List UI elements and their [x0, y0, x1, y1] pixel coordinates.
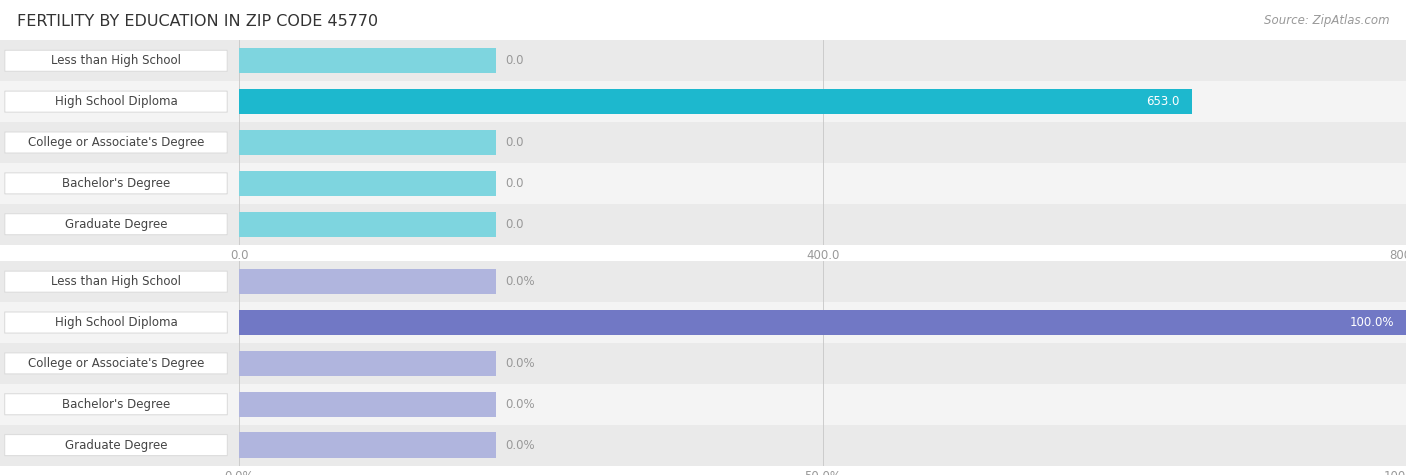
FancyBboxPatch shape	[4, 435, 228, 456]
Text: 0.0%: 0.0%	[505, 357, 534, 370]
Text: Less than High School: Less than High School	[51, 275, 181, 288]
FancyBboxPatch shape	[4, 173, 228, 194]
Bar	[0, 384, 1406, 425]
Text: High School Diploma: High School Diploma	[55, 316, 177, 329]
Text: High School Diploma: High School Diploma	[55, 95, 177, 108]
Bar	[0, 425, 1406, 466]
Text: Bachelor's Degree: Bachelor's Degree	[62, 398, 170, 411]
Text: Graduate Degree: Graduate Degree	[65, 438, 167, 452]
Bar	[239, 432, 496, 458]
Bar	[0, 81, 1406, 122]
Text: 0.0%: 0.0%	[505, 438, 534, 452]
Bar	[239, 351, 496, 376]
Text: 0.0: 0.0	[505, 136, 523, 149]
Text: Graduate Degree: Graduate Degree	[65, 218, 167, 231]
Text: Less than High School: Less than High School	[51, 54, 181, 67]
Text: Source: ZipAtlas.com: Source: ZipAtlas.com	[1264, 14, 1389, 27]
Bar	[239, 269, 496, 294]
Text: Bachelor's Degree: Bachelor's Degree	[62, 177, 170, 190]
Text: College or Associate's Degree: College or Associate's Degree	[28, 357, 204, 370]
Bar	[239, 171, 496, 196]
FancyBboxPatch shape	[4, 132, 228, 153]
Text: 0.0: 0.0	[505, 218, 523, 231]
Bar	[0, 343, 1406, 384]
FancyBboxPatch shape	[4, 91, 228, 112]
FancyBboxPatch shape	[4, 394, 228, 415]
Text: 0.0%: 0.0%	[505, 398, 534, 411]
Text: FERTILITY BY EDUCATION IN ZIP CODE 45770: FERTILITY BY EDUCATION IN ZIP CODE 45770	[17, 14, 378, 29]
Text: College or Associate's Degree: College or Associate's Degree	[28, 136, 204, 149]
Bar	[0, 122, 1406, 163]
Bar	[0, 261, 1406, 302]
Text: 653.0: 653.0	[1146, 95, 1180, 108]
Bar	[0, 40, 1406, 81]
FancyBboxPatch shape	[4, 353, 228, 374]
FancyBboxPatch shape	[4, 312, 228, 333]
Bar	[0, 302, 1406, 343]
Bar	[0, 204, 1406, 245]
Bar	[0, 163, 1406, 204]
Bar	[239, 48, 496, 74]
Bar	[239, 391, 496, 417]
Bar	[239, 310, 1406, 335]
Text: 0.0: 0.0	[505, 54, 523, 67]
Text: 0.0: 0.0	[505, 177, 523, 190]
FancyBboxPatch shape	[4, 214, 228, 235]
Text: 100.0%: 100.0%	[1350, 316, 1395, 329]
Bar	[239, 211, 496, 237]
FancyBboxPatch shape	[4, 271, 228, 292]
Text: 0.0%: 0.0%	[505, 275, 534, 288]
FancyBboxPatch shape	[4, 50, 228, 71]
Bar	[239, 130, 496, 155]
Bar	[239, 89, 1192, 114]
